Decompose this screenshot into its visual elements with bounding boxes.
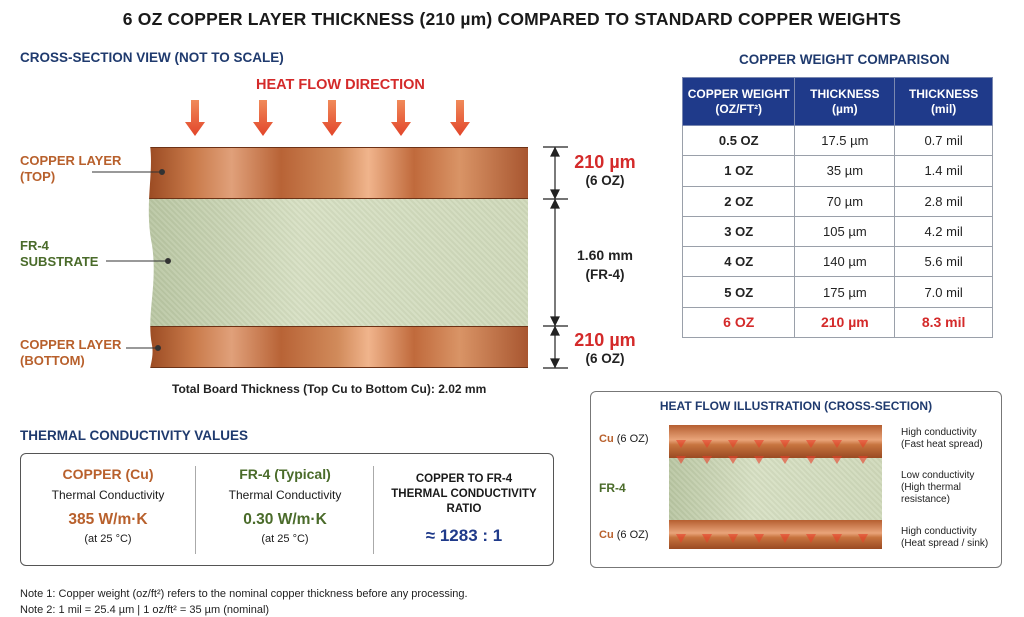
illus-cu-top-sub: (6 OZ) xyxy=(616,433,649,445)
bottom-thickness-value: 210 µm xyxy=(574,330,636,350)
label-copper-top: COPPER LAYER xyxy=(20,153,122,168)
desc-top-1: High conductivity xyxy=(901,427,977,438)
desc-mid-1: Low conductivity xyxy=(901,470,975,481)
heat-arrow-icon xyxy=(450,100,470,136)
fr4-conductivity-value: 0.30 W/m·K xyxy=(243,511,327,528)
thermal-box xyxy=(20,453,554,566)
illus-fr4-label: FR-4 xyxy=(599,481,626,495)
col-header-weight: COPPER WEIGHT (OZ/FT²) xyxy=(681,77,796,126)
bottom-thickness-oz: (6 OZ) xyxy=(585,351,625,366)
copper-conductivity-label: Thermal Conductivity xyxy=(51,488,165,502)
page-title: 6 OZ COPPER LAYER THICKNESS (210 µm) COM… xyxy=(122,9,902,29)
fr4-name: FR-4 (Typical) xyxy=(239,466,331,482)
top-thickness-value: 210 µm xyxy=(574,152,636,172)
illus-cu-bottom-sub: (6 OZ) xyxy=(616,529,649,541)
desc-mid-3: resistance) xyxy=(901,494,950,505)
cut-edge xyxy=(140,145,154,371)
table-row: 1 OZ 35 µm 1.4 mil xyxy=(681,155,993,187)
label-copper-bottom: COPPER LAYER xyxy=(20,337,122,352)
table-row: 3 OZ 105 µm 4.2 mil xyxy=(681,215,993,248)
ratio-label-1: COPPER TO FR-4 xyxy=(415,473,513,485)
note-1: Note 1: Copper weight (oz/ft²) refers to… xyxy=(20,588,468,600)
table-row: 2 OZ 70 µm 2.8 mil xyxy=(681,185,993,217)
heat-illustration-title: HEAT FLOW ILLUSTRATION (CROSS-SECTION) xyxy=(659,399,933,413)
desc-mid-2: (High thermal xyxy=(901,482,962,493)
heat-arrow-icon xyxy=(391,100,411,136)
divider xyxy=(195,466,196,554)
comparison-table: COPPER WEIGHT (OZ/FT²) THICKNESS (µm) THIC… xyxy=(681,77,993,339)
note-2: Note 2: 1 mil = 25.4 µm | 1 oz/ft² = 35 … xyxy=(20,604,270,616)
ratio-label-2: THERMAL CONDUCTIVITY xyxy=(391,488,537,500)
ratio-label-3: RATIO xyxy=(446,503,482,515)
illus-fr4 xyxy=(669,458,882,520)
col-header-mil: THICKNESS (mil) xyxy=(894,77,993,126)
label-copper-top-sub: (TOP) xyxy=(20,169,56,184)
illus-heat-arrows xyxy=(676,424,868,543)
copper-layer-bottom xyxy=(148,326,528,368)
label-copper-bottom-sub: (BOTTOM) xyxy=(20,353,85,368)
ratio-value: ≈ 1283 : 1 xyxy=(425,526,503,545)
copper-conductivity-value: 385 W/m·K xyxy=(68,511,148,528)
thermal-title: THERMAL CONDUCTIVITY VALUES xyxy=(20,428,249,443)
illus-cu-top-label: Cu xyxy=(599,433,614,445)
top-thickness-oz: (6 OZ) xyxy=(585,173,625,188)
copper-temp: (at 25 °C) xyxy=(84,533,132,545)
total-thickness-note: Total Board Thickness (Top Cu to Bottom … xyxy=(172,382,487,396)
substrate-thickness-sub: (FR-4) xyxy=(585,267,625,282)
divider xyxy=(373,466,374,554)
comparison-title: COPPER WEIGHT COMPARISON xyxy=(739,52,950,67)
heat-arrow-icon xyxy=(322,100,342,136)
label-fr4-sub: SUBSTRATE xyxy=(20,254,99,269)
cross-section-title: CROSS-SECTION VIEW (NOT TO SCALE) xyxy=(20,50,284,65)
dimension-lines xyxy=(543,146,568,369)
heat-arrow-icon xyxy=(253,100,273,136)
desc-bot-1: High conductivity xyxy=(901,526,977,537)
fr4-temp: (at 25 °C) xyxy=(261,533,309,545)
table-row: 4 OZ 140 µm 5.6 mil xyxy=(681,246,993,278)
heat-flow-label: HEAT FLOW DIRECTION xyxy=(256,77,425,93)
table-row-highlight: 6 OZ 210 µm 8.3 mil xyxy=(681,306,993,339)
desc-bot-2: (Heat spread / sink) xyxy=(901,538,989,549)
fr4-conductivity-label: Thermal Conductivity xyxy=(228,488,342,502)
copper-name: COPPER (Cu) xyxy=(62,466,154,482)
leader-lines xyxy=(92,169,171,351)
table-row: 0.5 OZ 17.5 µm 0.7 mil xyxy=(681,124,993,157)
substrate-thickness-value: 1.60 mm xyxy=(576,247,634,263)
desc-top-2: (Fast heat spread) xyxy=(901,439,983,450)
copper-layer-top xyxy=(148,147,528,199)
col-header-um: THICKNESS (µm) xyxy=(794,77,896,126)
heat-arrow-icon xyxy=(185,100,205,136)
table-row: 5 OZ 175 µm 7.0 mil xyxy=(681,276,993,308)
fr4-substrate xyxy=(148,199,528,326)
label-fr4: FR-4 xyxy=(20,238,49,253)
illus-cu-bottom-label: Cu xyxy=(599,529,614,541)
heat-flow-arrows xyxy=(185,100,470,136)
